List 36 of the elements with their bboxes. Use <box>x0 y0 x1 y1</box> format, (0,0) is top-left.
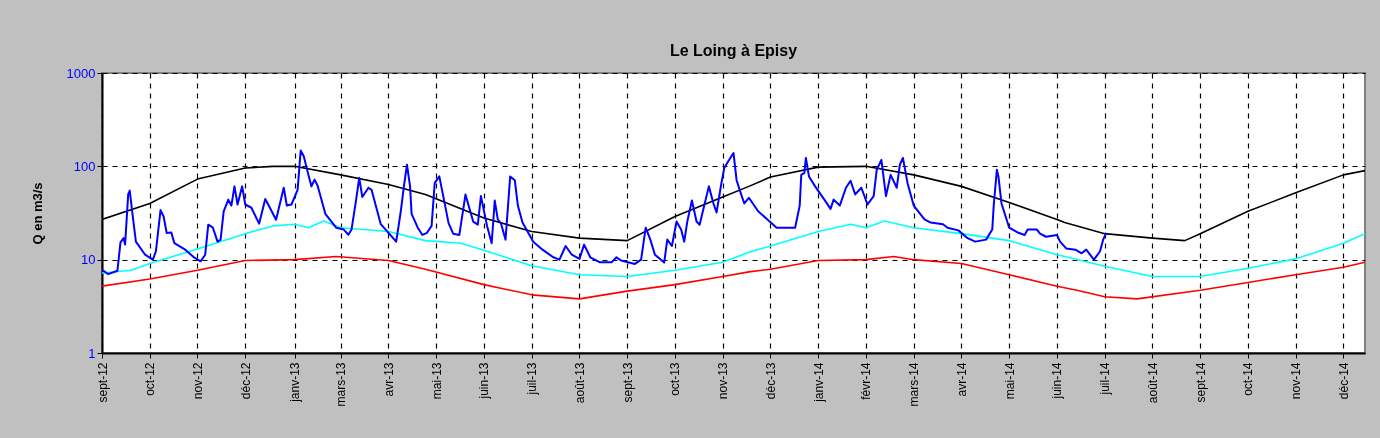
x-tick-label: déc-14 <box>1336 362 1351 400</box>
y-tick-label: 1000 <box>66 65 96 81</box>
y-tick-label: 10 <box>81 252 96 268</box>
x-tick-label: mars-13 <box>334 362 349 407</box>
x-tick-label: sept-13 <box>620 362 635 403</box>
x-tick-label: janv-14 <box>811 362 826 403</box>
x-tick-label: nov-13 <box>716 362 731 400</box>
line-series <box>102 255 1365 300</box>
x-tick-label: avr-13 <box>381 362 396 397</box>
x-tick-label: sept-14 <box>1193 362 1208 403</box>
x-tick-label: mars-14 <box>907 362 922 407</box>
x-tick-label: nov-14 <box>1289 362 1304 400</box>
x-tick-label: mai-14 <box>1002 362 1017 400</box>
x-tick-label: déc-13 <box>763 362 778 400</box>
x-tick-label: juin-14 <box>1050 362 1065 400</box>
y-axis-title: Q en m3/s <box>29 182 45 245</box>
x-tick-label: juil-13 <box>525 362 540 396</box>
x-tick-label: août-14 <box>1145 362 1160 404</box>
x-tick-label: sept-12 <box>95 362 110 403</box>
line-series <box>102 220 1365 278</box>
x-tick-label: juil-14 <box>1098 362 1113 396</box>
x-tick-label: août-13 <box>572 362 587 404</box>
x-tick-label: avr-14 <box>954 362 969 397</box>
chart-title: Le Loing à Episy <box>669 42 798 59</box>
x-tick-label: oct-12 <box>143 362 158 396</box>
line-series <box>102 149 1108 276</box>
x-tick-label: oct-14 <box>1241 362 1256 396</box>
y-tick-label: 1 <box>88 345 96 361</box>
y-tick-label: 100 <box>73 158 96 174</box>
x-tick-label: févr-14 <box>859 362 874 400</box>
x-tick-label: nov-12 <box>191 362 205 400</box>
x-tick-label: janv-13 <box>288 362 303 403</box>
x-tick-label: mai-13 <box>429 362 444 400</box>
x-tick-label: juin-13 <box>477 362 492 400</box>
x-tick-label: déc-12 <box>238 362 253 400</box>
x-tick-label: oct-13 <box>668 362 683 396</box>
